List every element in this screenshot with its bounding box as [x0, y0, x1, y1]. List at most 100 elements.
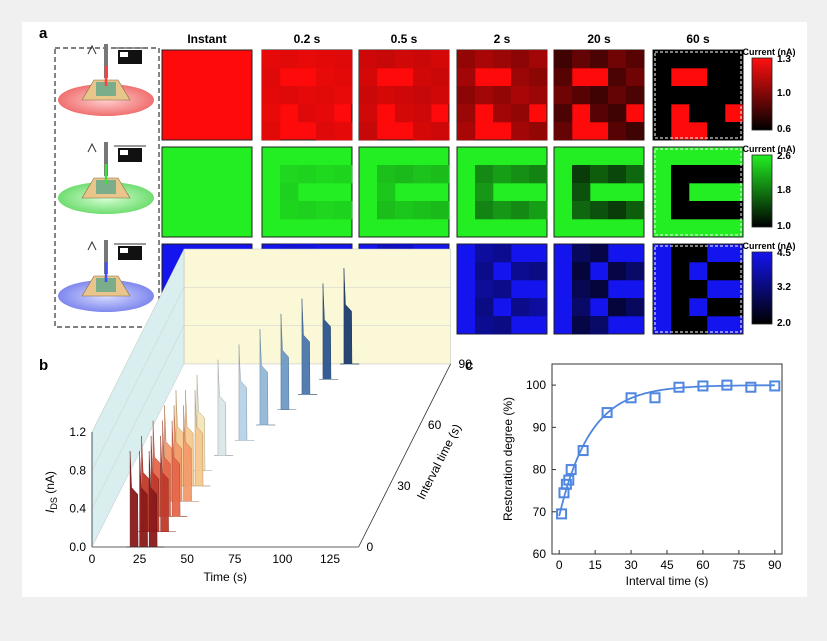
- heatmap-cell: [456, 146, 548, 238]
- z-tick-label: 0: [367, 540, 374, 554]
- x-tick-label: 75: [228, 552, 242, 566]
- colorbar-tick: 1.8: [777, 185, 791, 196]
- device-schematic-1: [58, 44, 154, 116]
- x-tick-label: 0: [89, 552, 96, 566]
- y-tick-label: 60: [533, 547, 547, 561]
- heatmap-cell: [553, 243, 645, 335]
- x-tick-label: 45: [660, 558, 674, 572]
- y-axis-label: Restoration degree (%): [501, 397, 515, 521]
- column-header: 2 s: [494, 32, 511, 46]
- colorbar-tick: 2.6: [777, 151, 791, 162]
- panel-a-label: a: [39, 25, 48, 42]
- x-tick-label: 50: [181, 552, 195, 566]
- waterfall-series: [126, 451, 165, 548]
- y-tick-label: 0.8: [69, 463, 86, 477]
- x-axis-label: Time (s): [204, 570, 248, 584]
- colorbar-tick: 4.5: [777, 248, 791, 259]
- fit-curve: [558, 384, 775, 517]
- y-tick-label: 90: [533, 420, 547, 434]
- data-point: [649, 392, 661, 404]
- z-axis-label: Interval time (s): [414, 422, 464, 502]
- data-point: [601, 407, 613, 419]
- x-tick-label: 100: [272, 552, 292, 566]
- panel-c-restoration-chart: 0 15 30 45 60 75 90 60 70 80 90 100 Interval time (s…: [501, 363, 783, 588]
- y-tick-label: 0.4: [69, 502, 86, 516]
- waterfall-series: [319, 283, 339, 380]
- x-tick-label: 75: [732, 558, 746, 572]
- data-point: [697, 380, 709, 392]
- colorbar-blue: Current (nA)4.5 3.2 2.0: [743, 241, 796, 329]
- y-tick-label: 0.0: [69, 540, 86, 554]
- data-point: [565, 464, 577, 476]
- column-headers: Instant 0.2 s 0.5 s 2 s 20 s 60 s: [187, 32, 710, 46]
- heatmap-grid: [161, 49, 744, 335]
- y-axis-label: IDS (nA): [43, 471, 59, 513]
- column-header: 20 s: [587, 32, 611, 46]
- panel-b-label: b: [39, 357, 48, 374]
- figure-canvas: a b c Instant 0.2 s 0.5 s 2 s 20 s 60 s Curre…: [39, 25, 796, 588]
- z-tick-label: 60: [428, 418, 442, 432]
- x-tick-label: 60: [696, 558, 710, 572]
- colorbar-green: Current (nA)2.6 1.8 1.0: [743, 144, 796, 232]
- data-point: [745, 381, 757, 393]
- x-tick-label: 30: [624, 558, 638, 572]
- heatmap-cell: [652, 146, 744, 238]
- data-point: [556, 508, 568, 520]
- data-point: [673, 381, 685, 393]
- colorbar-tick: 3.2: [777, 282, 791, 293]
- colorbar-tick: 2.0: [777, 318, 791, 329]
- heatmap-row-green: [161, 146, 744, 238]
- colorbar-red: Current (nA)1.3 1.0 0.6: [743, 47, 796, 135]
- colorbar-tick: 1.3: [777, 54, 791, 65]
- panel-c-label: c: [465, 357, 473, 374]
- heatmap-cell: [358, 146, 450, 238]
- heatmap-cell: [261, 146, 353, 238]
- x-axis-label: Interval time (s): [626, 574, 709, 588]
- data-point: [769, 380, 781, 392]
- column-header: 0.5 s: [391, 32, 418, 46]
- x-tick-label: 90: [768, 558, 782, 572]
- device-schematics: [58, 44, 154, 312]
- figure: a b c Instant 0.2 s 0.5 s 2 s 20 s 60 s Curre…: [22, 22, 807, 597]
- heatmap-cell: [456, 243, 548, 335]
- heatmap-cell: [161, 49, 253, 141]
- y-tick-label: 100: [526, 378, 546, 392]
- heatmap-cell: [161, 146, 253, 238]
- colorbar-title: Current (nA): [743, 241, 796, 251]
- y-tick-label: 80: [533, 463, 547, 477]
- colorbar-title: Current (nA): [743, 47, 796, 57]
- column-header: 60 s: [686, 32, 710, 46]
- data-point: [577, 445, 589, 457]
- colorbar-tick: 1.0: [777, 221, 791, 232]
- back-wall: [183, 248, 451, 365]
- heatmap-cell: [652, 49, 744, 141]
- heatmap-row-red: [161, 49, 744, 141]
- waterfall-series: [277, 313, 297, 410]
- heatmap-cell: [456, 49, 548, 141]
- x-tick-label: 15: [588, 558, 602, 572]
- heatmap-cell: [652, 243, 744, 335]
- z-tick-label: 30: [397, 479, 411, 493]
- heatmap-cell: [261, 49, 353, 141]
- data-point: [625, 392, 637, 404]
- column-header: Instant: [187, 32, 226, 46]
- colorbar-tick: 0.6: [777, 124, 791, 135]
- waterfall-series: [340, 268, 360, 365]
- y-tick-label: 1.2: [69, 425, 86, 439]
- colorbar-tick: 1.0: [777, 88, 791, 99]
- heatmap-cell: [553, 146, 645, 238]
- y-tick-label: 70: [533, 505, 547, 519]
- waterfall-series: [256, 329, 276, 426]
- x-tick-label: 0: [556, 558, 563, 572]
- device-schematic-3: [58, 240, 154, 312]
- waterfall-series: [235, 344, 255, 441]
- data-point: [721, 379, 733, 391]
- z-tick-label: 90: [459, 357, 473, 371]
- panel-b-waterfall: 0 25 50 75 100 125 0.0 0.4 0.8 1.2 0 30 60 90 Time (s)…: [43, 248, 473, 584]
- data-point: [563, 474, 575, 486]
- column-header: 0.2 s: [294, 32, 321, 46]
- heatmap-cell: [553, 49, 645, 141]
- waterfall-series: [214, 359, 234, 456]
- device-schematic-2: [58, 142, 154, 214]
